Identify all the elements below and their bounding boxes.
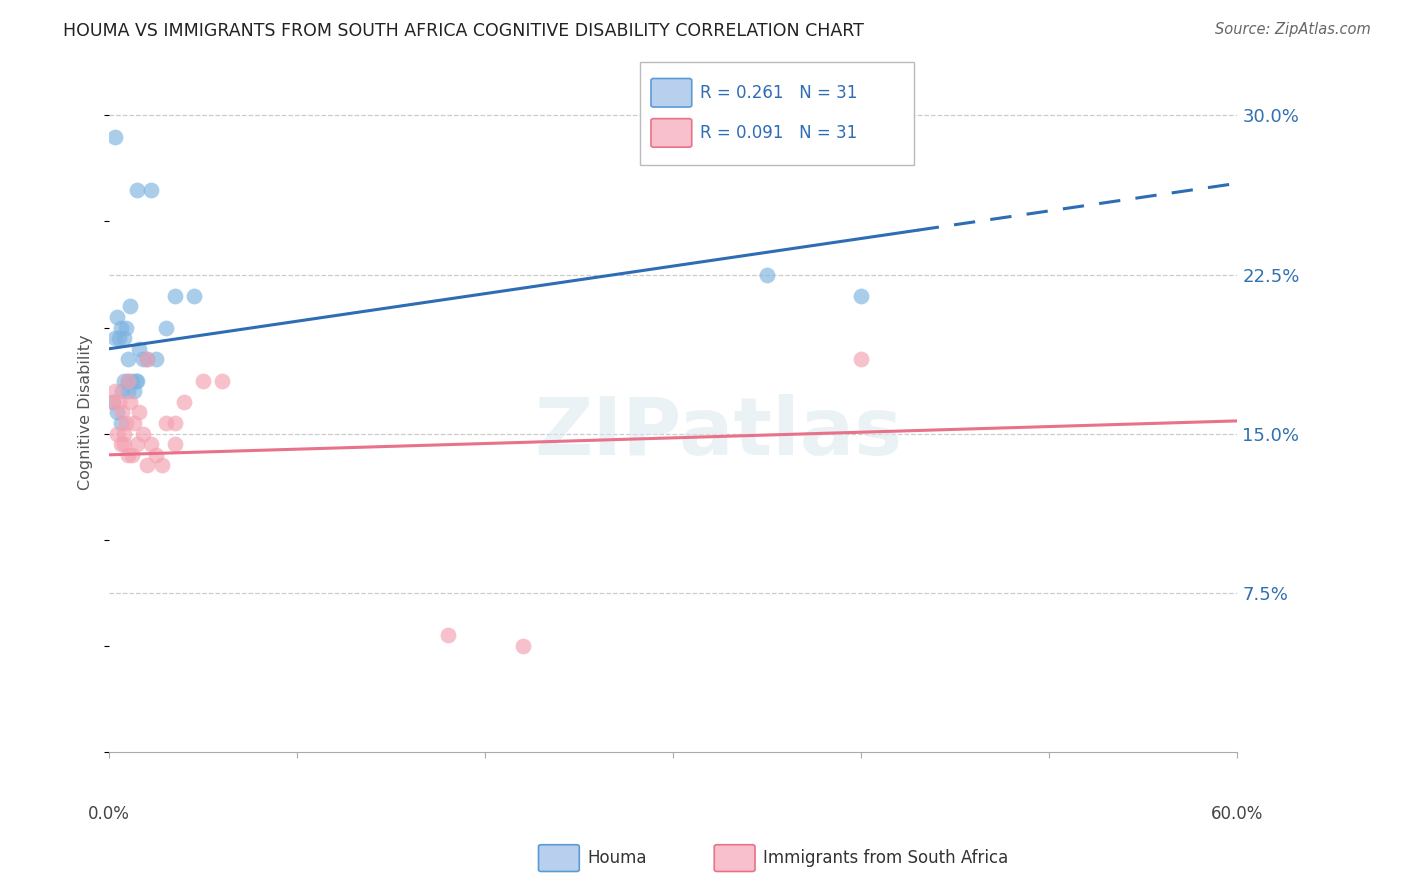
Point [121, 374, 143, 388]
Point [132, 426, 155, 441]
Point [145, 448, 167, 462]
Text: 60.0%: 60.0% [1211, 805, 1264, 822]
Text: HOUMA VS IMMIGRANTS FROM SOUTH AFRICA COGNITIVE DISABILITY CORRELATION CHART: HOUMA VS IMMIGRANTS FROM SOUTH AFRICA CO… [63, 22, 865, 40]
Point [193, 374, 215, 388]
Text: Immigrants from South Africa: Immigrants from South Africa [763, 849, 1008, 867]
Point [150, 458, 173, 473]
Point [117, 448, 139, 462]
Text: R = 0.091   N = 31: R = 0.091 N = 31 [700, 124, 858, 142]
Point [115, 320, 138, 334]
Point [851, 289, 873, 303]
Point [145, 352, 167, 367]
Point [105, 310, 128, 324]
Point [135, 352, 157, 367]
Point [101, 394, 124, 409]
Point [512, 639, 534, 653]
Point [101, 394, 124, 409]
Point [121, 448, 143, 462]
Point [105, 405, 128, 419]
Point [112, 437, 135, 451]
Point [122, 384, 145, 399]
Point [756, 268, 779, 282]
Point [183, 289, 205, 303]
Point [104, 331, 127, 345]
Point [165, 289, 187, 303]
Text: 0.0%: 0.0% [89, 805, 131, 822]
Point [111, 384, 134, 399]
Point [112, 426, 135, 441]
Point [139, 437, 162, 451]
Point [118, 394, 141, 409]
Point [135, 352, 157, 367]
Point [117, 352, 139, 367]
Point [211, 374, 233, 388]
Point [124, 374, 146, 388]
Point [173, 394, 195, 409]
Text: ZIPatlas: ZIPatlas [534, 393, 903, 472]
Point [155, 320, 177, 334]
Point [110, 437, 132, 451]
Point [132, 352, 155, 367]
Point [104, 384, 127, 399]
Text: Source: ZipAtlas.com: Source: ZipAtlas.com [1215, 22, 1371, 37]
Point [135, 458, 157, 473]
Point [110, 416, 132, 430]
Point [107, 331, 129, 345]
Point [436, 628, 458, 642]
Point [112, 331, 135, 345]
Point [117, 374, 139, 388]
Point [165, 416, 187, 430]
Point [127, 183, 149, 197]
Point [127, 374, 149, 388]
Point [117, 374, 139, 388]
Point [128, 342, 150, 356]
Point [117, 384, 139, 399]
Point [110, 320, 132, 334]
Point [118, 299, 141, 313]
Point [105, 426, 128, 441]
Point [122, 416, 145, 430]
Point [155, 416, 177, 430]
Y-axis label: Cognitive Disability: Cognitive Disability [79, 334, 93, 491]
Point [115, 416, 138, 430]
Point [128, 405, 150, 419]
Point [112, 374, 135, 388]
Point [165, 437, 187, 451]
Text: Houma: Houma [588, 849, 647, 867]
Point [127, 437, 149, 451]
Point [104, 129, 127, 144]
Point [111, 405, 134, 419]
Point [107, 394, 129, 409]
Point [851, 352, 873, 367]
Text: R = 0.261   N = 31: R = 0.261 N = 31 [700, 84, 858, 102]
Point [139, 183, 162, 197]
